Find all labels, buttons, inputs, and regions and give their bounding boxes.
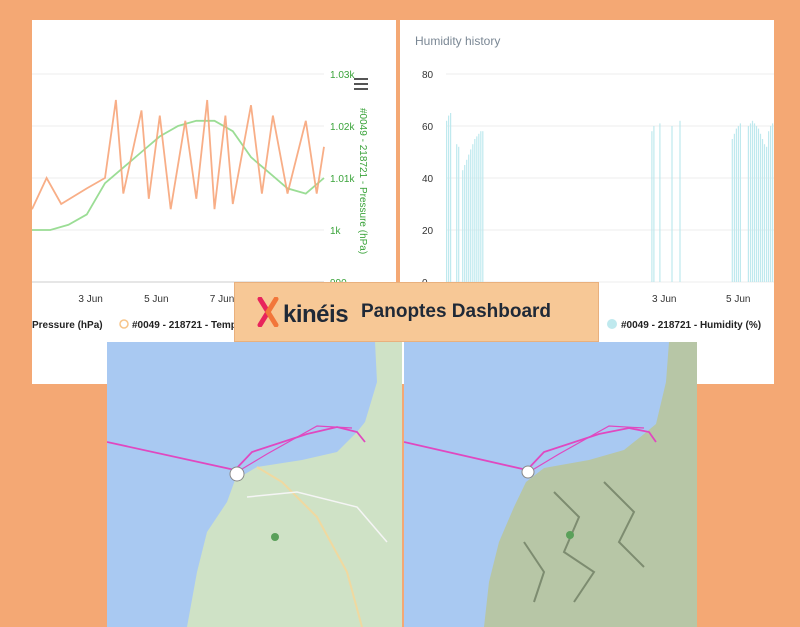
right-axis-tick-label: 1.01k [330,174,355,185]
y-axis-tick-label: 60 [422,122,434,133]
page-title: Panoptes Dashboard [361,301,552,322]
humidity-bar [472,144,474,282]
humidity-bar [671,126,673,282]
right-axis-tick-label: 1.03k [330,70,355,81]
humidity-bar [456,144,458,282]
series-line-0 [32,119,325,231]
y-axis-tick-label: 80 [422,70,434,81]
beacon-marker-icon[interactable] [521,465,535,479]
humidity-bar [747,126,749,282]
humidity-bar [772,123,774,283]
humidity-bar [653,126,655,282]
humidity-bar [659,123,661,283]
y-axis-tick-label: 20 [422,226,434,237]
chart-title: Humidity history [415,34,500,48]
route-line [236,425,353,473]
humidity-bar [448,115,450,282]
humidity-bar [474,139,476,282]
road [246,491,388,543]
humidity-bar [480,131,482,282]
humidity-bar [753,123,756,283]
right-axis-tick-label: 1.02k [330,122,355,133]
humidity-bar [763,144,766,282]
park-marker-icon [566,531,574,539]
humidity-bar [446,120,448,282]
land-area [187,342,402,627]
land-area [484,342,697,627]
park-marker-icon [271,533,279,541]
humidity-bar [766,146,768,282]
legend-label-temp: #0049 - 218721 - Temp [132,320,237,331]
x-axis-tick-label: 5 Jun [726,294,750,305]
humidity-bar [733,133,735,282]
humidity-bar [751,120,754,282]
humidity-bar [757,128,760,282]
x-axis-tick-label: 7 Jun [210,294,234,305]
right-axis-tick-label: 1k [330,226,342,237]
terrain-ridges [523,481,645,603]
humidity-bar [458,146,460,282]
humidity-bar [468,154,470,282]
road [256,466,363,627]
road-map[interactable] [107,342,402,627]
kineis-logo-icon [257,297,279,327]
y-axis-tick-label: 40 [422,174,434,185]
humidity-bar [768,131,770,282]
brand-name: kinéis [283,301,349,328]
humidity-bar [478,133,480,282]
right-axis-title: #0049 - 218721 - Pressure (hPa) [357,108,368,254]
series-line-1 [32,99,325,210]
humidity-bar [739,123,741,283]
humidity-bar [450,113,452,282]
humidity-bar [770,126,772,282]
x-axis-tick-label: 5 Jun [144,294,168,305]
legend-marker-humidity [607,319,617,329]
humidity-bar [749,123,752,283]
humidity-bar [731,139,733,282]
humidity-bar [761,139,764,282]
humidity-bar [759,133,762,282]
dashboard-banner: kinéis Panoptes Dashboard [234,282,599,342]
humidity-bar [755,126,758,282]
humidity-bar [679,120,681,282]
humidity-bar [737,126,739,282]
humidity-bar [735,128,737,282]
hamburger-menu-icon[interactable] [354,78,368,90]
x-axis-tick-label: 3 Jun [78,294,102,305]
route-line [528,425,645,473]
humidity-bar [470,149,472,282]
terrain-map[interactable] [404,342,697,627]
x-axis-tick-label: 3 Jun [652,294,676,305]
humidity-bar [466,159,468,282]
humidity-bar [476,136,478,282]
legend-marker-temp [119,319,129,329]
humidity-bar [462,170,464,282]
beacon-marker-icon[interactable] [229,466,245,482]
humidity-bar [482,131,484,282]
humidity-bar [651,131,653,282]
legend-label-humidity: #0049 - 218721 - Humidity (%) [621,320,761,331]
humidity-bar [464,165,466,282]
legend-label-pressure: Pressure (hPa) [32,320,103,331]
